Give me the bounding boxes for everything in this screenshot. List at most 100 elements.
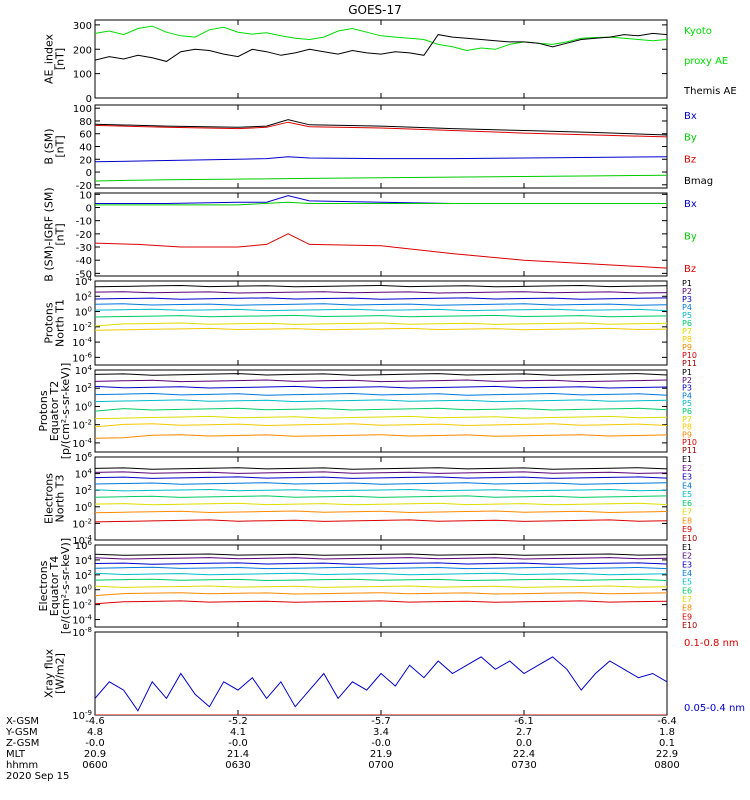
series-e9 <box>95 519 667 523</box>
series-p7 <box>95 415 667 420</box>
y-axis-label: [nT] <box>54 223 67 245</box>
y-tick-label: 100 <box>75 584 92 597</box>
legend-entry: E1 <box>682 543 692 552</box>
y-tick-label: 100 <box>75 400 92 413</box>
y-tick-label: -20 <box>76 230 92 241</box>
y-tick-label: 10-6 <box>72 351 92 364</box>
legend-entry: E4 <box>682 481 692 490</box>
legend-entry: E2 <box>682 464 692 473</box>
legend-entry: E5 <box>682 490 692 499</box>
series-group <box>95 553 667 605</box>
series-p2 <box>95 291 667 294</box>
y-tick-label: 10-2 <box>72 321 92 334</box>
series-by <box>95 174 667 182</box>
y-axis-label: Electrons <box>43 473 56 524</box>
x-axis-value: 0600 <box>82 760 107 771</box>
y-axis-label: [e/(cm²-s-sr-keV)] <box>59 538 72 634</box>
series-group <box>95 656 667 715</box>
legend-entry: Bmag <box>684 176 713 187</box>
x-axis-value: 0.0 <box>516 738 532 749</box>
x-axis-value: 0.1 <box>659 738 675 749</box>
x-axis-value: 0700 <box>368 760 393 771</box>
y-axis-label: AE_index <box>43 33 56 84</box>
y-tick-label: 104 <box>75 275 93 288</box>
y-tick-label: 60 <box>79 130 92 141</box>
y-tick-label: 104 <box>75 468 93 481</box>
series-p3 <box>95 297 667 300</box>
legend-entry: E2 <box>682 552 692 561</box>
legend-entry: E5 <box>682 578 692 587</box>
y-tick-label: 0 <box>86 94 92 105</box>
y-tick-label: 10-4 <box>72 614 92 627</box>
legend-entry: E7 <box>682 595 692 604</box>
legend-entry: P8 <box>682 335 692 344</box>
legend-entry: P1 <box>682 279 692 288</box>
series-group <box>95 373 667 439</box>
legend-entry: P11 <box>682 359 697 368</box>
series-p1 <box>95 373 667 376</box>
series-p9 <box>95 434 667 439</box>
panel-frame <box>94 456 668 541</box>
y-axis-label: Protons <box>37 390 50 431</box>
legend-entry: P4 <box>682 391 692 400</box>
panel-frame <box>94 19 668 99</box>
series-p3 <box>95 385 667 389</box>
y-tick-label: 102 <box>75 484 92 497</box>
series-e6 <box>95 578 667 582</box>
series-e9 <box>95 600 667 605</box>
legend-entry: P8 <box>682 423 692 432</box>
x-axis-value: 1.8 <box>659 727 675 738</box>
x-axis-value: 22.4 <box>513 749 535 760</box>
y-tick-label: 100 <box>75 306 92 319</box>
y-axis-label: B (SM)-IGRF (SM) <box>43 187 56 281</box>
series-p5 <box>95 308 667 312</box>
series-by <box>95 201 667 206</box>
legend-entry: P2 <box>682 376 692 385</box>
legend-entry: E10 <box>682 621 697 630</box>
series-e1 <box>95 553 667 556</box>
legend-entry: E1 <box>682 455 692 464</box>
legend-entry: P4 <box>682 303 692 312</box>
legend-entry: E4 <box>682 569 692 578</box>
x-axis-value: 0800 <box>654 760 679 771</box>
x-axis-value: -0.0 <box>371 738 391 749</box>
legend-entry: Bz <box>684 154 696 165</box>
y-axis-label: [nT] <box>54 48 67 70</box>
x-axis-value: 0630 <box>225 760 250 771</box>
legend-entry: P9 <box>682 343 692 352</box>
y-tick-label: 80 <box>79 117 92 128</box>
y-axis-label: Xray flux <box>43 648 56 698</box>
panel-bigrf: -50 -40 -30 -20 -10 0 10 B (SM)-IGRF (SM)[nT] Bx… <box>43 187 697 281</box>
x-axis-value: 20.9 <box>84 749 106 760</box>
series-0-05-0-4-nm <box>95 656 667 712</box>
legend-entry: P2 <box>682 287 692 296</box>
y-tick-label: -30 <box>76 243 92 254</box>
legend-entry: Themis AE <box>683 86 737 97</box>
x-axis-value: 4.1 <box>230 727 246 738</box>
series-e2 <box>95 471 667 474</box>
legend-entry: E3 <box>682 560 692 569</box>
y-axis-label: B (SM) <box>43 128 56 164</box>
series-group <box>95 284 667 331</box>
y-tick-label: 106 <box>75 539 93 552</box>
legend-entry: P3 <box>682 384 692 393</box>
y-tick-label: 40 <box>79 143 92 154</box>
series-p7 <box>95 322 667 327</box>
x-axis-row-label: Y-GSM <box>5 727 38 738</box>
legend-entry: P3 <box>682 295 692 304</box>
legend-entry: E6 <box>682 499 692 508</box>
y-axis-label: North T3 <box>54 475 67 523</box>
y-tick-label: 10-4 <box>72 437 92 450</box>
legend-entry: E8 <box>682 604 692 613</box>
legend-entry: E9 <box>682 525 692 534</box>
legend-entry: P10 <box>682 438 697 447</box>
x-axis-row-label: X-GSM <box>6 716 39 727</box>
series-group <box>95 195 667 269</box>
series-p5 <box>95 399 667 403</box>
y-tick-label: 0 <box>86 203 92 214</box>
series-e1 <box>95 467 667 470</box>
y-tick-label: 300 <box>73 21 92 32</box>
